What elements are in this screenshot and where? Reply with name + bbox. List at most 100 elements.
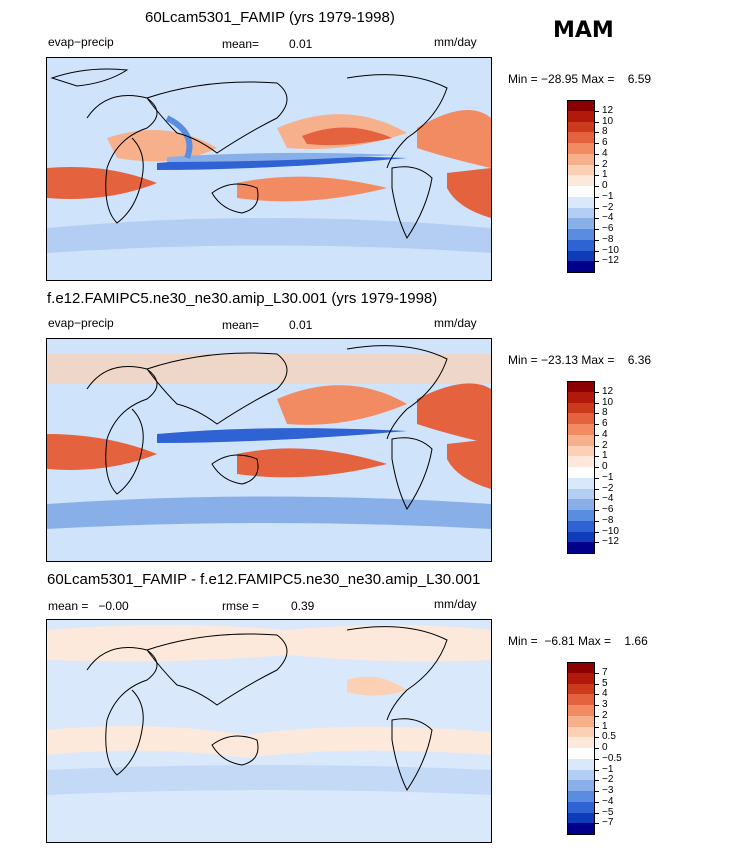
colorbar-swatch bbox=[567, 510, 595, 522]
colorbar-tick-mark bbox=[595, 143, 599, 144]
panel-3-mean-label: mean = −0.00 bbox=[48, 599, 129, 613]
colorbar-tick-label: −10 bbox=[602, 525, 619, 537]
colorbar-tick-label: −8 bbox=[602, 514, 614, 526]
colorbar-tick-label: 2 bbox=[602, 439, 608, 451]
colorbar-tick-mark bbox=[595, 488, 599, 490]
colorbar-swatch bbox=[567, 153, 595, 165]
colorbar-swatch bbox=[567, 413, 595, 425]
panel-2-map-graphic bbox=[47, 339, 491, 561]
colorbar-tick-label: −4 bbox=[602, 493, 614, 505]
colorbar-swatch bbox=[567, 683, 595, 695]
colorbar-tick-mark bbox=[595, 531, 599, 533]
colorbar-tick-mark bbox=[595, 239, 599, 241]
colorbar-tick-mark bbox=[595, 218, 599, 220]
colorbar-tick-mark bbox=[595, 467, 599, 468]
panel-1-colorbar: 12 10 8 6 4 2 1 0 −1 −2 −4 −6 −8 −10 −12 bbox=[567, 100, 627, 273]
colorbar-tick-label: −2 bbox=[602, 774, 614, 786]
colorbar-tick-mark bbox=[595, 175, 599, 177]
colorbar-tick-mark bbox=[595, 456, 599, 458]
panel-3-min-max: Min = −6.81 Max = 1.66 bbox=[508, 634, 648, 648]
colorbar-tick-mark bbox=[595, 153, 599, 155]
colorbar-tick-mark bbox=[595, 121, 599, 123]
colorbar-tick-mark bbox=[595, 758, 599, 760]
colorbar-tick-mark bbox=[595, 520, 599, 522]
panel-2-variable-label: evap−precip bbox=[48, 316, 114, 330]
colorbar-tick-mark bbox=[595, 726, 599, 728]
colorbar-swatch bbox=[567, 164, 595, 176]
colorbar-tick-mark bbox=[595, 542, 599, 544]
colorbar-tick-label: −10 bbox=[602, 244, 619, 256]
colorbar-tick-mark bbox=[595, 445, 599, 447]
colorbar-swatch bbox=[567, 769, 595, 781]
colorbar-tick-mark bbox=[595, 477, 599, 479]
colorbar-tick-label: 6 bbox=[602, 418, 608, 429]
panel-2-colorbar: 12 10 8 6 4 2 1 0 −1 −2 −4 −6 −8 −10 −12 bbox=[567, 381, 627, 554]
colorbar-tick-label: −4 bbox=[602, 212, 614, 224]
colorbar-tick-label: 10 bbox=[602, 396, 614, 408]
colorbar-swatch bbox=[567, 261, 595, 273]
colorbar-swatch bbox=[567, 381, 595, 393]
panel-1-title: 60Lcam5301_FAMIP (yrs 1979-1998) bbox=[145, 9, 395, 26]
colorbar-tick-label: 5 bbox=[602, 677, 608, 689]
colorbar-tick-label: 1 bbox=[602, 169, 608, 181]
colorbar-swatch bbox=[567, 218, 595, 230]
colorbar-swatch bbox=[567, 791, 595, 803]
colorbar-tick-mark bbox=[595, 402, 599, 404]
colorbar-tick-mark bbox=[595, 164, 599, 166]
colorbar-tick-mark bbox=[595, 132, 599, 134]
panel-2-min-max: Min = −23.13 Max = 6.36 bbox=[508, 353, 652, 367]
colorbar-swatch bbox=[567, 737, 595, 749]
colorbar-swatch bbox=[567, 175, 595, 187]
colorbar-tick-mark bbox=[595, 748, 599, 749]
colorbar-tick-mark bbox=[595, 186, 599, 187]
panel-3-rmse-value: 0.39 bbox=[291, 599, 315, 613]
colorbar-tick-label: 8 bbox=[602, 407, 608, 419]
colorbar-swatch bbox=[567, 229, 595, 241]
colorbar-swatch bbox=[567, 499, 595, 511]
colorbar-swatch bbox=[567, 520, 595, 532]
colorbar-tick-mark bbox=[595, 261, 599, 263]
colorbar-tick-label: −0.5 bbox=[602, 752, 622, 764]
colorbar-tick-mark bbox=[595, 780, 599, 782]
colorbar-swatch bbox=[567, 186, 595, 198]
colorbar-tick-label: −1 bbox=[602, 190, 614, 202]
colorbar-swatch bbox=[567, 477, 595, 489]
colorbar-swatch bbox=[567, 662, 595, 674]
panel-2-title: f.e12.FAMIPC5.ne30_ne30.amip_L30.001 (yr… bbox=[47, 290, 438, 307]
colorbar-tick-mark bbox=[595, 510, 599, 511]
colorbar-tick-label: −2 bbox=[602, 201, 614, 213]
colorbar-swatch bbox=[567, 207, 595, 219]
panel-2-mean-label: mean= bbox=[222, 318, 260, 332]
colorbar-swatch bbox=[567, 239, 595, 251]
colorbar-tick-label: 2 bbox=[602, 709, 608, 721]
colorbar-swatch bbox=[567, 812, 595, 824]
colorbar-tick-mark bbox=[595, 391, 599, 393]
colorbar-swatch bbox=[567, 143, 595, 155]
colorbar-tick-label: 1 bbox=[602, 720, 608, 732]
colorbar-tick-mark bbox=[595, 737, 599, 739]
colorbar-tick-mark bbox=[595, 229, 599, 230]
colorbar-swatch bbox=[567, 542, 595, 554]
colorbar-tick-mark bbox=[595, 250, 599, 252]
colorbar-tick-label: 12 bbox=[602, 104, 614, 116]
colorbar-tick-label: 4 bbox=[602, 688, 608, 700]
colorbar-tick-mark bbox=[595, 769, 599, 771]
colorbar-tick-label: 0 bbox=[602, 180, 608, 191]
colorbar-swatch bbox=[567, 467, 595, 479]
colorbar-tick-mark bbox=[595, 823, 599, 825]
panel-1-units: mm/day bbox=[434, 35, 477, 49]
colorbar-swatch bbox=[567, 424, 595, 436]
colorbar-tick-label: 6 bbox=[602, 137, 608, 148]
colorbar-tick-label: 8 bbox=[602, 126, 608, 138]
colorbar-tick-mark bbox=[595, 207, 599, 209]
panel-3-colorbar: 7 5 4 3 2 1 0.5 0 −0.5 −1 −2 −3 −4 −5 −7 bbox=[567, 662, 627, 835]
panel-1-mean-label: mean= bbox=[222, 37, 260, 51]
season-label: MAM bbox=[553, 18, 614, 43]
colorbar-tick-label: −5 bbox=[602, 806, 614, 818]
colorbar-tick-mark bbox=[595, 672, 599, 674]
colorbar-swatch bbox=[567, 456, 595, 468]
colorbar-swatch bbox=[567, 402, 595, 414]
colorbar-tick-label: 3 bbox=[602, 699, 608, 710]
colorbar-tick-label: −4 bbox=[602, 795, 614, 807]
colorbar-swatch bbox=[567, 250, 595, 262]
